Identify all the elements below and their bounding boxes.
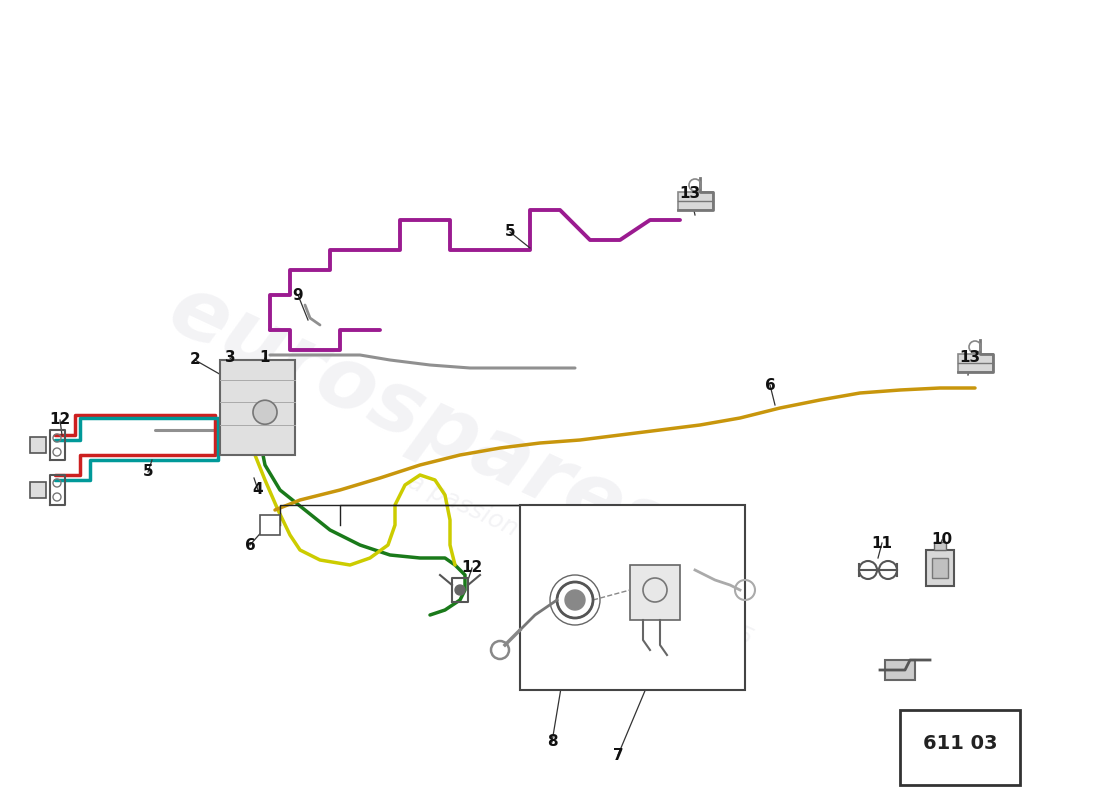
Bar (520, 505, 745, 690)
Text: 12: 12 (461, 561, 483, 575)
Circle shape (565, 590, 585, 610)
Bar (926, 550, 954, 586)
Circle shape (455, 585, 465, 595)
Bar (932, 558, 948, 578)
Text: 9: 9 (293, 287, 304, 302)
Text: 3: 3 (224, 350, 235, 366)
Text: 4: 4 (253, 482, 263, 498)
Bar (934, 542, 946, 550)
Bar (958, 354, 993, 372)
Text: a passion for parts since 1985: a passion for parts since 1985 (404, 470, 757, 650)
Text: 6: 6 (244, 538, 255, 553)
Text: 7: 7 (613, 747, 624, 762)
Text: 13: 13 (680, 186, 701, 201)
Bar (630, 565, 680, 620)
Bar (886, 660, 915, 680)
Bar (30, 482, 46, 498)
Text: 12: 12 (50, 413, 70, 427)
Text: 2: 2 (189, 353, 200, 367)
Text: 611 03: 611 03 (923, 734, 998, 754)
Text: 6: 6 (764, 378, 776, 393)
Text: eurospares: eurospares (156, 267, 684, 573)
Bar (900, 710, 1020, 785)
Bar (678, 192, 713, 210)
Text: 11: 11 (871, 535, 892, 550)
Text: 5: 5 (505, 225, 515, 239)
Bar (220, 360, 295, 455)
Text: 8: 8 (547, 734, 558, 750)
Circle shape (253, 400, 277, 424)
Bar (260, 515, 280, 535)
Text: 5: 5 (143, 465, 153, 479)
Text: 10: 10 (932, 533, 953, 547)
Text: 1: 1 (260, 350, 271, 366)
Text: 13: 13 (959, 350, 980, 366)
Bar (30, 437, 46, 453)
